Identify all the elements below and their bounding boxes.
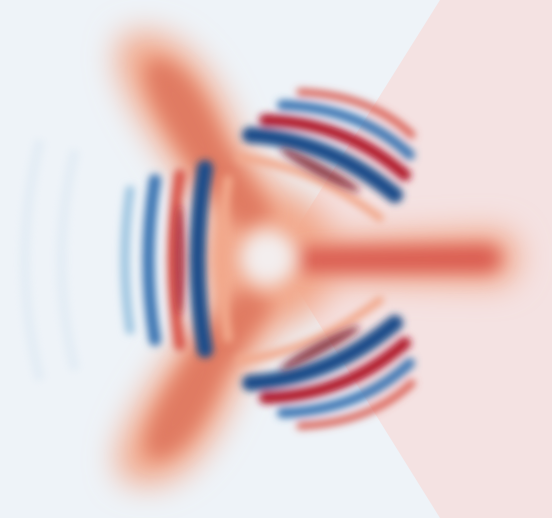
upper-fringes (236, 88, 416, 222)
left-fringes (120, 160, 233, 358)
lower-fringes (236, 296, 416, 430)
hub-core (240, 230, 296, 286)
deep-accents (175, 148, 360, 370)
left-faint-ripples (20, 138, 80, 382)
red-body-core (145, 59, 502, 459)
